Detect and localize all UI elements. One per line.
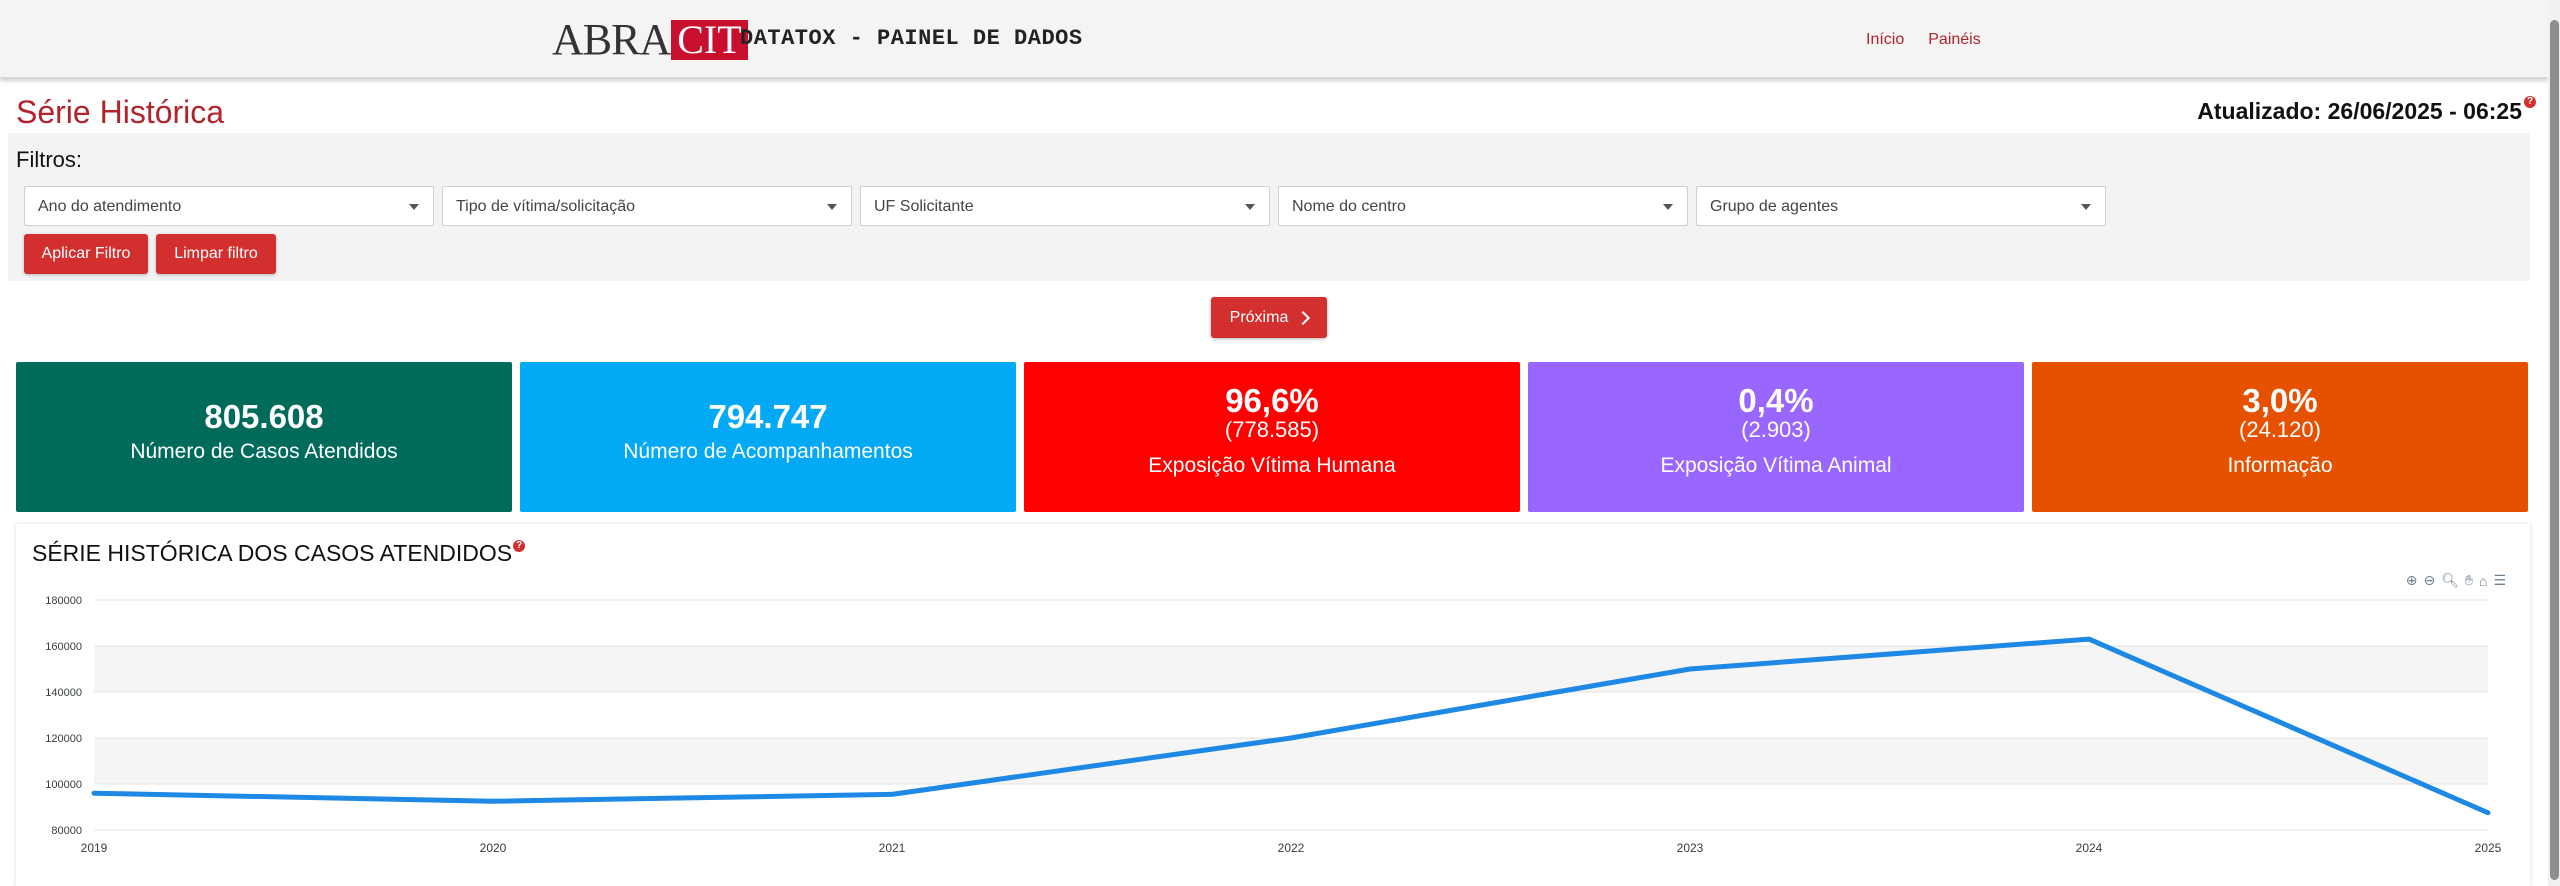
chevron-right-icon xyxy=(1296,310,1311,326)
card-casos-atendidos: 805.608 Número de Casos Atendidos xyxy=(16,362,512,512)
updated-text: Atualizado: 26/06/2025 - 06:25 xyxy=(2197,98,2522,124)
card-label: Exposição Vítima Animal xyxy=(1660,454,1892,477)
card-value: 794.747 xyxy=(708,398,828,435)
chart-title: SÉRIE HISTÓRICA DOS CASOS ATENDIDOS? xyxy=(32,540,526,567)
card-vitima-animal: 0,4% (2.903) Exposição Vítima Animal xyxy=(1528,362,2024,512)
zoom-out-icon[interactable]: ⊖ xyxy=(2423,572,2436,588)
page-title: Série Histórica xyxy=(16,94,225,130)
select-nome-centro[interactable]: Nome do centro xyxy=(1278,186,1688,226)
caret-down-icon xyxy=(2081,204,2091,210)
next-button[interactable]: Próxima xyxy=(1211,297,1327,338)
y-tick-label: 80000 xyxy=(51,825,82,837)
data-point xyxy=(490,798,496,804)
x-tick-label: 2019 xyxy=(81,841,108,855)
x-tick-label: 2020 xyxy=(480,841,507,855)
select-placeholder: Nome do centro xyxy=(1292,198,1406,215)
card-value: 0,4% xyxy=(1738,382,1814,419)
logo-abra-text: ABRA xyxy=(552,15,671,64)
card-sub-value: (24.120) xyxy=(2239,417,2321,442)
chart-title-text: SÉRIE HISTÓRICA DOS CASOS ATENDIDOS xyxy=(32,540,513,566)
caret-down-icon xyxy=(1245,204,1255,210)
data-point xyxy=(2086,636,2092,642)
filters-label: Filtros: xyxy=(16,147,82,172)
card-label: Número de Casos Atendidos xyxy=(130,440,398,463)
select-placeholder: Tipo de vítima/solicitação xyxy=(456,198,636,215)
caret-down-icon xyxy=(827,204,837,210)
card-label: Exposição Vítima Humana xyxy=(1148,454,1396,477)
card-vitima-humana: 96,6% (778.585) Exposição Vítima Humana xyxy=(1024,362,1520,512)
select-ano-atendimento[interactable]: Ano do atendimento xyxy=(24,186,434,226)
card-acompanhamentos: 794.747 Número de Acompanhamentos xyxy=(520,362,1016,512)
select-placeholder: UF Solicitante xyxy=(874,198,974,215)
data-point xyxy=(2485,810,2491,816)
pan-hand-icon[interactable]: ✋︎ xyxy=(2464,572,2473,588)
chart-panel: SÉRIE HISTÓRICA DOS CASOS ATENDIDOS? ⊕ ⊖… xyxy=(16,524,2530,886)
grid-band xyxy=(94,738,2488,784)
caret-down-icon xyxy=(1663,204,1673,210)
help-icon[interactable]: ? xyxy=(2524,96,2536,108)
data-point xyxy=(91,790,97,796)
abracit-logo[interactable]: ABRA CIT xyxy=(552,15,748,64)
x-tick-label: 2021 xyxy=(879,841,906,855)
data-point xyxy=(889,791,895,797)
apply-filter-button[interactable]: Aplicar Filtro xyxy=(24,234,148,274)
card-value: 805.608 xyxy=(204,398,324,435)
help-icon[interactable]: ? xyxy=(513,540,526,552)
y-tick-label: 180000 xyxy=(45,595,82,607)
select-placeholder: Ano do atendimento xyxy=(38,198,182,215)
updated-timestamp: Atualizado: 26/06/2025 - 06:25? xyxy=(2197,96,2536,125)
card-value: 96,6% xyxy=(1225,382,1319,419)
card-label: Número de Acompanhamentos xyxy=(623,440,913,463)
selection-zoom-icon[interactable]: 🔍︎ xyxy=(2441,572,2459,588)
grid-band xyxy=(94,646,2488,692)
nav-link-paineis[interactable]: Painéis xyxy=(1928,31,1981,48)
select-grupo-agentes[interactable]: Grupo de agentes xyxy=(1696,186,2106,226)
card-sub-value: (2.903) xyxy=(1741,417,1811,442)
y-tick-label: 140000 xyxy=(45,687,82,699)
filters-panel: Filtros: Ano do atendimento Tipo de víti… xyxy=(8,133,2530,281)
card-value: 3,0% xyxy=(2242,382,2318,419)
next-button-label: Próxima xyxy=(1229,308,1289,326)
x-tick-label: 2024 xyxy=(2076,841,2103,855)
zoom-in-icon[interactable]: ⊕ xyxy=(2405,572,2418,588)
x-tick-label: 2022 xyxy=(1278,841,1305,855)
card-label: Informação xyxy=(2227,454,2333,477)
menu-icon[interactable]: ☰ xyxy=(2493,572,2506,588)
line-chart: 80000 100000 120000 140000 160000 180000 2019 2… xyxy=(45,595,2502,855)
series-line xyxy=(91,636,2491,816)
select-placeholder: Grupo de agentes xyxy=(1710,198,1839,215)
logo-cit-text: CIT xyxy=(671,20,748,60)
y-tick-label: 100000 xyxy=(45,779,82,791)
data-point xyxy=(1288,735,1294,741)
card-sub-value: (778.585) xyxy=(1224,417,1320,442)
brand-title: DATATOX - PAINEL DE DADOS xyxy=(740,26,1083,51)
y-tick-label: 160000 xyxy=(45,641,82,653)
select-uf-solicitante[interactable]: UF Solicitante xyxy=(860,186,1270,226)
card-informacao: 3,0% (24.120) Informação xyxy=(2032,362,2528,512)
x-tick-label: 2023 xyxy=(1677,841,1704,855)
reset-home-icon[interactable]: ⌂ xyxy=(2478,572,2488,589)
nav-links: Início Painéis xyxy=(1866,31,1981,49)
top-navbar: ABRA CIT DATATOX - PAINEL DE DADOS Iníci… xyxy=(0,0,2548,78)
caret-down-icon xyxy=(409,204,419,210)
scrollbar-thumb[interactable] xyxy=(2550,20,2559,880)
nav-link-inicio[interactable]: Início xyxy=(1866,31,1905,48)
chart-toolbar: ⊕ ⊖ 🔍︎ ✋︎ ⌂ ☰ xyxy=(2406,572,2506,589)
select-tipo-vitima[interactable]: Tipo de vítima/solicitação xyxy=(442,186,852,226)
data-point xyxy=(1687,666,1693,672)
clear-filter-button[interactable]: Limpar filtro xyxy=(156,234,276,274)
x-tick-label: 2025 xyxy=(2475,841,2502,855)
y-tick-label: 120000 xyxy=(45,733,82,745)
